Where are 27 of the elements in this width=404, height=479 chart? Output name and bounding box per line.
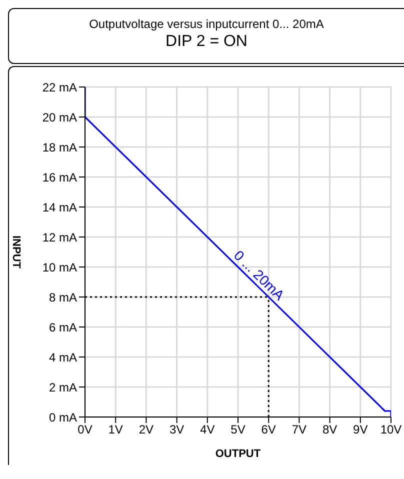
y-tick-label: 2 mA (48, 380, 77, 394)
y-tick-label: 8 mA (48, 290, 77, 304)
x-tick-label: 7V (292, 422, 307, 437)
y-tick-label: 14 mA (42, 200, 77, 214)
x-tick-label: 5V (230, 422, 246, 437)
y-axis-title: INPUT (10, 236, 22, 269)
y-tick-label: 0 mA (48, 410, 77, 424)
chart-subtitle: DIP 2 = ON (164, 33, 248, 51)
x-tick-label: 0V (78, 422, 92, 437)
y-tick-label: 22 mA (42, 80, 77, 94)
y-tick-label: 10 mA (42, 260, 77, 274)
x-tick-label: 9V (353, 422, 368, 437)
x-tick-label: 1V (108, 422, 123, 437)
chart-title: Outputvoltage versus inputcurrent 0... 20mA (88, 17, 325, 31)
y-tick-label: 20 mA (42, 110, 77, 124)
x-tick-label: 10V (380, 422, 402, 437)
x-tick-label: 4V (200, 422, 215, 437)
y-tick-label: 12 mA (42, 230, 77, 244)
x-tick-label: 3V (169, 422, 184, 437)
y-tick-label: 16 mA (42, 170, 77, 184)
x-tick-label: 2V (138, 422, 154, 437)
y-tick-label: 6 mA (48, 320, 77, 334)
y-tick-label: 4 mA (48, 350, 77, 364)
x-axis-title: OUTPUT (215, 448, 261, 460)
y-tick-label: 18 mA (42, 140, 77, 154)
x-tick-label: 8V (322, 422, 338, 437)
x-tick-label: 6V (261, 422, 276, 437)
